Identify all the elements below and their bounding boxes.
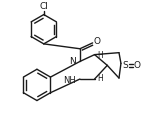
Text: N: N <box>69 57 76 66</box>
Text: O: O <box>93 37 100 46</box>
Text: S: S <box>122 61 128 70</box>
Text: H: H <box>97 74 103 83</box>
Text: H: H <box>97 51 103 60</box>
Text: NH: NH <box>63 76 76 85</box>
Text: Cl: Cl <box>39 2 48 11</box>
Text: O: O <box>133 61 140 70</box>
